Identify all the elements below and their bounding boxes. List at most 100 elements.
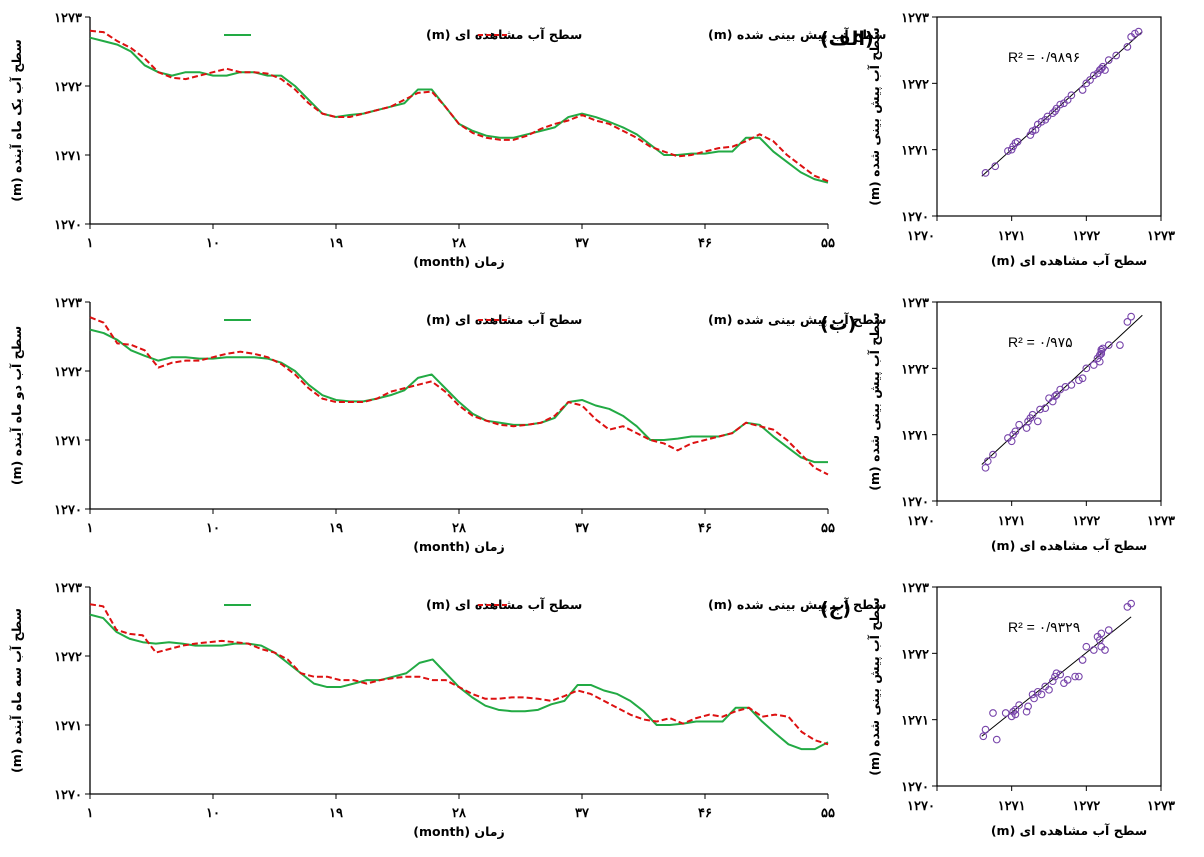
scatter-point [1089,646,1098,654]
y-tick-label: ۱۲۷۲ [901,647,929,662]
x-tick-label: ۲۸ [452,236,467,251]
scatter-point [1078,656,1087,664]
scatter-point [1056,670,1065,679]
x-tick-label: ۱۹ [329,236,343,251]
scatter-point [1123,318,1132,326]
scatter-point [1007,712,1016,721]
x-tick-label: ۱۰ [206,236,220,251]
x-tick-label: ۲۸ [452,806,467,821]
observed-series-line [89,36,829,184]
scatter-point [1127,312,1135,321]
scatter-point [1078,86,1087,94]
x-axis-label: سطح آب مشاهده ای (m) [991,253,1147,268]
x-tick-label: ۱۲۷۱ [998,514,1026,529]
y-tick-label: ۱۲۷۱ [901,429,929,444]
scatter-point [1052,669,1061,678]
x-tick-label: ۳۷ [575,521,590,536]
x-tick-label: ۱۰ [206,806,220,821]
r-squared-label: R² = ۰/۹۸۹۶ [1008,49,1080,65]
scatter-point [1097,349,1106,358]
scatter-point [1104,56,1113,64]
scatter-point [1095,357,1104,366]
y-tick-label: ۱۲۷۰ [901,210,929,225]
scatter-point [1063,96,1072,104]
y-tick-label: ۱۲۷۲ [54,365,82,380]
x-tick-label: ۱ [87,236,94,251]
x-tick-label: ۱۹ [329,806,343,821]
x-tick-label: ۱ [87,521,94,536]
scatter-point [1011,705,1020,714]
y-tick-label: ۱۲۷۰ [54,218,82,233]
scatter-point [1022,424,1031,432]
scatter-point [1097,345,1106,354]
line-chart-two-month: ۱۲۷۰ ۱۲۷۱ ۱۲۷۲ ۱۲۷۳ ۱ ۱۰ ۱۹ ۲۸ ۳۷ ۴۶ ۵۵ زمان (month… [9,296,886,554]
legend-predicted-label: سطح آب پیش بینی شده (m) [708,312,886,327]
x-tick-label: ۳۷ [575,236,590,251]
scatter-point [1013,137,1022,146]
y-tick-label: ۱۲۷۲ [901,77,929,92]
scatter-point [981,463,990,472]
x-tick-label: ۵۵ [821,521,835,536]
x-tick-label: ۵۵ [821,806,835,821]
scatter-point [1037,117,1046,126]
x-tick-label: ۴۶ [698,236,712,251]
scatter-point [1052,391,1061,399]
y-axis-label: سطح آب دو ماه آینده (m) [9,326,24,485]
plot-frame [936,586,1162,787]
observed-series-line [89,613,829,751]
scatter-point [981,725,990,734]
scatter-point [1030,694,1038,703]
y-tick-label: ۱۲۷۰ [901,780,929,795]
scatter-point [1067,381,1076,389]
scatter-point [1101,646,1109,654]
y-tick-label: ۱۲۷۳ [901,581,929,596]
scatter-point [1048,109,1057,118]
r-squared-label: R² = ۰/۹۷۵ [1008,334,1073,350]
scatter-point [983,457,992,466]
scatter-point [1089,71,1098,80]
scatter-point [1037,690,1046,699]
scatter-point [1048,677,1057,686]
x-tick-label: ۵۵ [821,236,835,251]
scatter-point [1116,341,1124,349]
observed-series-line [89,328,828,464]
y-tick-label: ۱۲۷۰ [901,495,929,510]
scatter-point [1082,364,1091,373]
scatter-point [1097,629,1106,638]
scatter-point [1097,64,1106,73]
predicted-series-line [89,603,829,746]
scatter-point [1086,76,1094,84]
plot-frame [936,16,1162,217]
x-axis-label: سطح آب مشاهده ای (m) [991,538,1147,553]
scatter-point [1131,29,1139,38]
x-tick-label: ۱۲۷۳ [1147,514,1175,529]
scatter-point [1098,344,1107,353]
legend-predicted-label: سطح آب پیش بینی شده (m) [708,597,886,612]
y-axis-label: سطح آب پیش بینی شده (m) [867,312,882,490]
x-tick-label: ۱۲۷۰ [907,799,935,814]
panel-label: (ج) [820,598,851,620]
y-tick-label: ۱۲۷۳ [901,11,929,26]
x-axis-label: زمان (month) [413,824,504,839]
scatter-point [989,709,997,717]
scatter-point [1028,410,1037,419]
y-tick-label: ۱۲۷۲ [54,80,82,95]
y-tick-label: ۱۲۷۱ [54,719,82,734]
x-axis-label: سطح آب مشاهده ای (m) [991,823,1147,838]
scatter-point [1067,91,1076,100]
x-tick-label: ۱۰ [206,521,220,536]
legend-predicted-label: سطح آب پیش بینی شده (m) [708,27,886,42]
scatter-point [1041,404,1050,412]
x-axis-label: زمان (month) [413,539,504,554]
scatter-point [1112,51,1121,60]
x-tick-label: ۱۲۷۱ [998,229,1026,244]
x-tick-label: ۱۲۷۲ [1072,229,1100,244]
x-tick-label: ۱۲۷۳ [1147,799,1175,814]
scatter-point [1104,341,1113,349]
y-tick-label: ۱۲۷۱ [54,149,82,164]
trendline [981,31,1143,177]
predicted-series-line [89,316,829,476]
